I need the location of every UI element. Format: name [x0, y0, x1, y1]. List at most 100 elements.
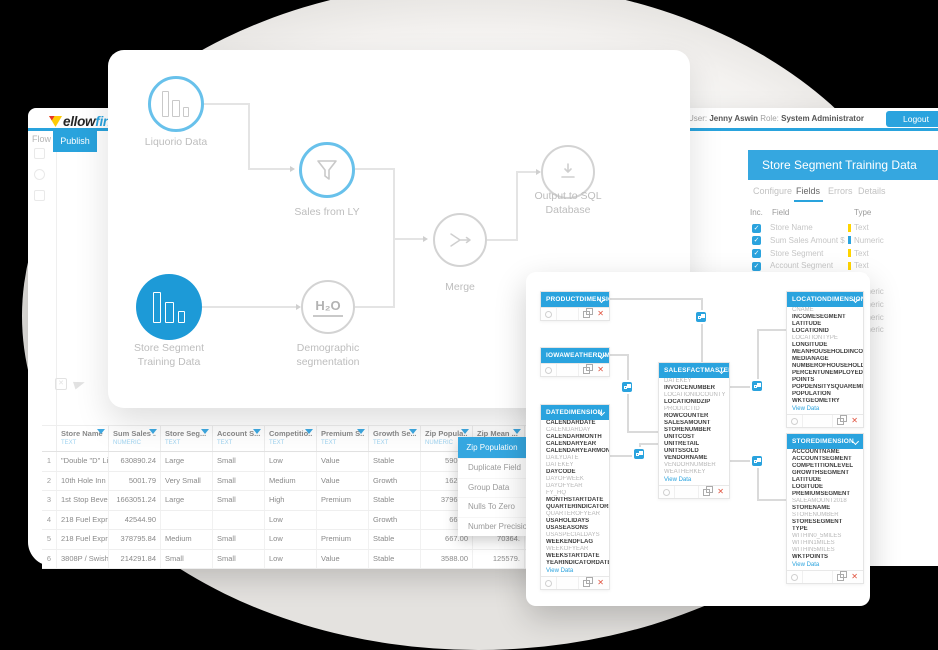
copy-icon[interactable] — [703, 486, 713, 496]
filter-icon[interactable] — [409, 429, 417, 434]
active-tab-underline — [794, 200, 823, 202]
flow-node-output-sql[interactable] — [541, 145, 595, 199]
tab-fields[interactable]: Fields — [796, 186, 821, 196]
tab-publish[interactable]: Publish — [53, 130, 97, 152]
table-column-header[interactable]: Account S... TEXT — [213, 426, 265, 451]
delete-icon[interactable]: ✕ — [597, 578, 604, 587]
table-row[interactable]: 2 10th Hole Inn & S... 5001.79 Very Smal… — [42, 471, 554, 491]
tab-details[interactable]: Details — [858, 186, 886, 196]
field-checkbox[interactable]: ✓ — [752, 223, 761, 233]
cell-growth: Stable — [369, 549, 421, 568]
settings-icon[interactable] — [791, 573, 798, 581]
join-icon[interactable] — [752, 456, 762, 466]
column-label: Competitio... — [269, 429, 312, 438]
tab-flow[interactable]: Flow — [32, 134, 52, 144]
sidebar-panel-icon[interactable] — [34, 190, 45, 201]
connector — [487, 239, 517, 241]
join-icon[interactable] — [752, 381, 762, 391]
table-column-header[interactable]: Growth Se... TEXT — [369, 426, 421, 451]
erd-field: LATITUDE — [792, 321, 822, 327]
field-checkbox[interactable]: ✓ — [752, 261, 761, 271]
field-checkbox[interactable]: ✓ — [752, 236, 761, 246]
yellowfin-logo-mark-icon — [49, 115, 62, 127]
erd-field: VENDORNUMBER — [664, 462, 716, 468]
join-icon[interactable] — [622, 382, 632, 392]
tab-configure[interactable]: Configure — [753, 186, 793, 196]
table-column-header[interactable]: Competitio... TEXT — [265, 426, 317, 451]
erd-field: CALENDARDATE — [546, 420, 596, 426]
flow-node-merge[interactable] — [433, 213, 487, 267]
copy-icon[interactable] — [583, 364, 593, 374]
delete-icon[interactable]: ✕ — [597, 365, 604, 374]
filter-icon[interactable] — [253, 429, 261, 434]
tab-errors[interactable]: Errors — [828, 186, 853, 196]
filter-icon[interactable] — [97, 429, 105, 434]
table-row[interactable]: 5 218 Fuel Express... 378795.84 Medium S… — [42, 530, 554, 550]
erd-table-header[interactable]: SALESFACTMASTER — [659, 363, 729, 378]
erd-table-header[interactable]: IOWAWEATHERDIM — [541, 348, 609, 363]
context-menu-item[interactable]: Nulls To Zero — [458, 497, 526, 517]
flow-node-liquorio-data[interactable] — [148, 76, 204, 132]
table-row[interactable]: 3 1st Stop Beverag... 1663051.24 Large S… — [42, 491, 554, 511]
filter-icon[interactable] — [149, 429, 157, 434]
join-icon[interactable] — [634, 449, 644, 459]
filter-icon[interactable] — [201, 429, 209, 434]
erd-table-header[interactable]: DATEDIMENSION — [541, 405, 609, 420]
send-icon[interactable] — [73, 378, 86, 390]
table-column-header[interactable]: Store Name TEXT — [57, 426, 109, 451]
relationship-line — [627, 431, 658, 433]
flow-node-sales-from-ly[interactable] — [299, 142, 355, 198]
sidebar-tool-icon[interactable] — [34, 148, 45, 159]
copy-icon[interactable] — [583, 308, 593, 318]
delete-icon[interactable]: ✕ — [851, 416, 858, 425]
view-data-link[interactable]: View Data — [792, 406, 820, 412]
filter-icon[interactable] — [513, 429, 521, 434]
delete-icon[interactable]: ✕ — [597, 309, 604, 318]
join-icon[interactable] — [696, 312, 706, 322]
erd-table-header[interactable]: PRODUCTDIMENSION — [541, 292, 609, 307]
context-menu-item[interactable]: Duplicate Field — [458, 458, 526, 478]
table-column-header[interactable]: Store Seg... TEXT — [161, 426, 213, 451]
flow-node-demographic-segmentation[interactable]: H₂O — [301, 280, 355, 334]
logout-button[interactable]: Logout — [886, 111, 938, 127]
context-menu-item[interactable]: Number Precision — [458, 516, 526, 537]
cell-sum-sales: 5001.79 — [109, 471, 161, 490]
settings-icon[interactable] — [545, 366, 552, 374]
view-data-link[interactable]: View Data — [546, 568, 574, 574]
table-column-header[interactable]: Premium S... TEXT — [317, 426, 369, 451]
settings-icon[interactable] — [545, 579, 552, 587]
cell-competition: Low — [265, 549, 317, 568]
copy-icon[interactable] — [837, 415, 847, 425]
connector — [355, 168, 395, 170]
type-header: Type — [854, 208, 872, 217]
erd-table-locationdimension: LOCATIONDIMENSION CNAME INCOMESEGMENT LATI… — [786, 291, 864, 428]
erd-table-header[interactable]: LOCATIONDIMENSION — [787, 292, 863, 307]
settings-icon[interactable] — [791, 417, 798, 425]
filter-icon[interactable] — [461, 429, 469, 434]
copy-icon[interactable] — [583, 577, 593, 587]
logo-text-blue: fin — [95, 113, 111, 129]
filter-icon[interactable] — [357, 429, 365, 434]
delete-icon[interactable]: ✕ — [717, 487, 724, 496]
erd-table-header[interactable]: STOREDIMENSION — [787, 434, 863, 449]
flow-node-store-segment-training[interactable] — [136, 274, 202, 340]
cell-premium: Value — [317, 471, 369, 490]
row-number: 4 — [42, 510, 57, 529]
sidebar-refresh-icon[interactable] — [34, 169, 45, 180]
cell-store-segment — [161, 510, 213, 529]
copy-icon[interactable] — [837, 571, 847, 581]
erd-field: STORENUMBER — [792, 512, 839, 518]
table-row[interactable]: 6 3808P / Swisher 214291.84 Small Small … — [42, 549, 554, 569]
context-menu-item[interactable]: Group Data — [458, 477, 526, 498]
field-context-menu: Zip Population Duplicate Field Group Data… — [458, 437, 526, 536]
erd-field: STORESEGMENT — [792, 519, 843, 525]
filter-icon[interactable] — [305, 429, 313, 434]
table-column-header[interactable]: Sum Sales ... NUMERIC — [109, 426, 161, 451]
settings-icon[interactable] — [545, 310, 552, 318]
view-data-link[interactable]: View Data — [792, 562, 820, 568]
box-select-icon[interactable]: ✕ — [55, 378, 67, 390]
view-data-link[interactable]: View Data — [664, 477, 692, 483]
delete-icon[interactable]: ✕ — [851, 572, 858, 581]
settings-icon[interactable] — [663, 488, 670, 496]
field-checkbox[interactable]: ✓ — [752, 249, 761, 259]
